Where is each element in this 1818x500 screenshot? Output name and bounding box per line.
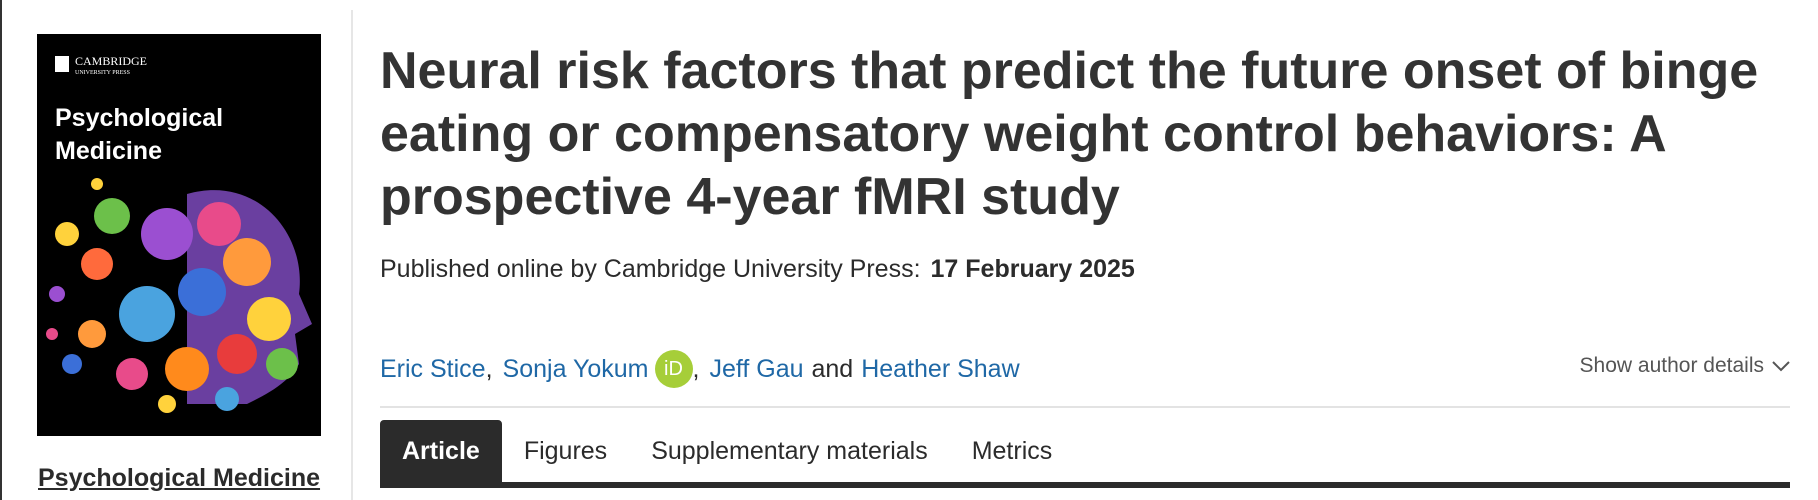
- journal-cover[interactable]: CAMBRIDGE UNIVERSITY PRESS Psychological…: [37, 34, 321, 436]
- cover-title: Medicine: [55, 137, 162, 165]
- tab[interactable]: Figures: [523, 437, 608, 465]
- cover-art: [46, 178, 312, 413]
- author-list: Eric Stice, Sonja Yokum iD, Jeff Gau and Heat…: [380, 350, 1020, 388]
- published-line: Published online by Cambridge University…: [380, 255, 1135, 284]
- tab[interactable]: Article: [380, 420, 502, 482]
- author-link[interactable]: Jeff Gau: [709, 354, 804, 383]
- author-link[interactable]: Heather Shaw: [861, 354, 1020, 383]
- cover-publisher-sub: UNIVERSITY PRESS: [75, 70, 130, 76]
- article-title: Neural risk factors that predict the fut…: [380, 42, 1759, 226]
- tab[interactable]: Metrics: [971, 437, 1053, 465]
- chevron-icon: [1772, 361, 1790, 372]
- show-author-details-label: Show author details: [1579, 354, 1764, 377]
- published-label: Published online by Cambridge University…: [380, 255, 921, 283]
- author-separator: ,: [692, 354, 700, 383]
- tab-bar: Article Figures Supplementary materials Met…: [380, 420, 1790, 488]
- cover-publisher: CAMBRIDGE: [75, 54, 147, 68]
- cover-title: Psychological: [55, 104, 223, 132]
- published-date: 17 February 2025: [930, 255, 1135, 283]
- show-author-details[interactable]: Show author details: [1580, 354, 1790, 378]
- author-separator: ,: [485, 354, 493, 383]
- divider: [351, 10, 353, 500]
- orcid-badge[interactable]: iD: [654, 350, 693, 388]
- separator: [380, 406, 1790, 408]
- tab[interactable]: Supplementary materials: [651, 437, 928, 465]
- journal-link[interactable]: Psychological Medicine: [38, 464, 321, 492]
- left-edge: [0, 0, 2, 500]
- author-separator: and: [811, 354, 854, 383]
- author-link[interactable]: Sonja Yokum: [502, 354, 649, 383]
- author-link[interactable]: Eric Stice: [380, 354, 486, 383]
